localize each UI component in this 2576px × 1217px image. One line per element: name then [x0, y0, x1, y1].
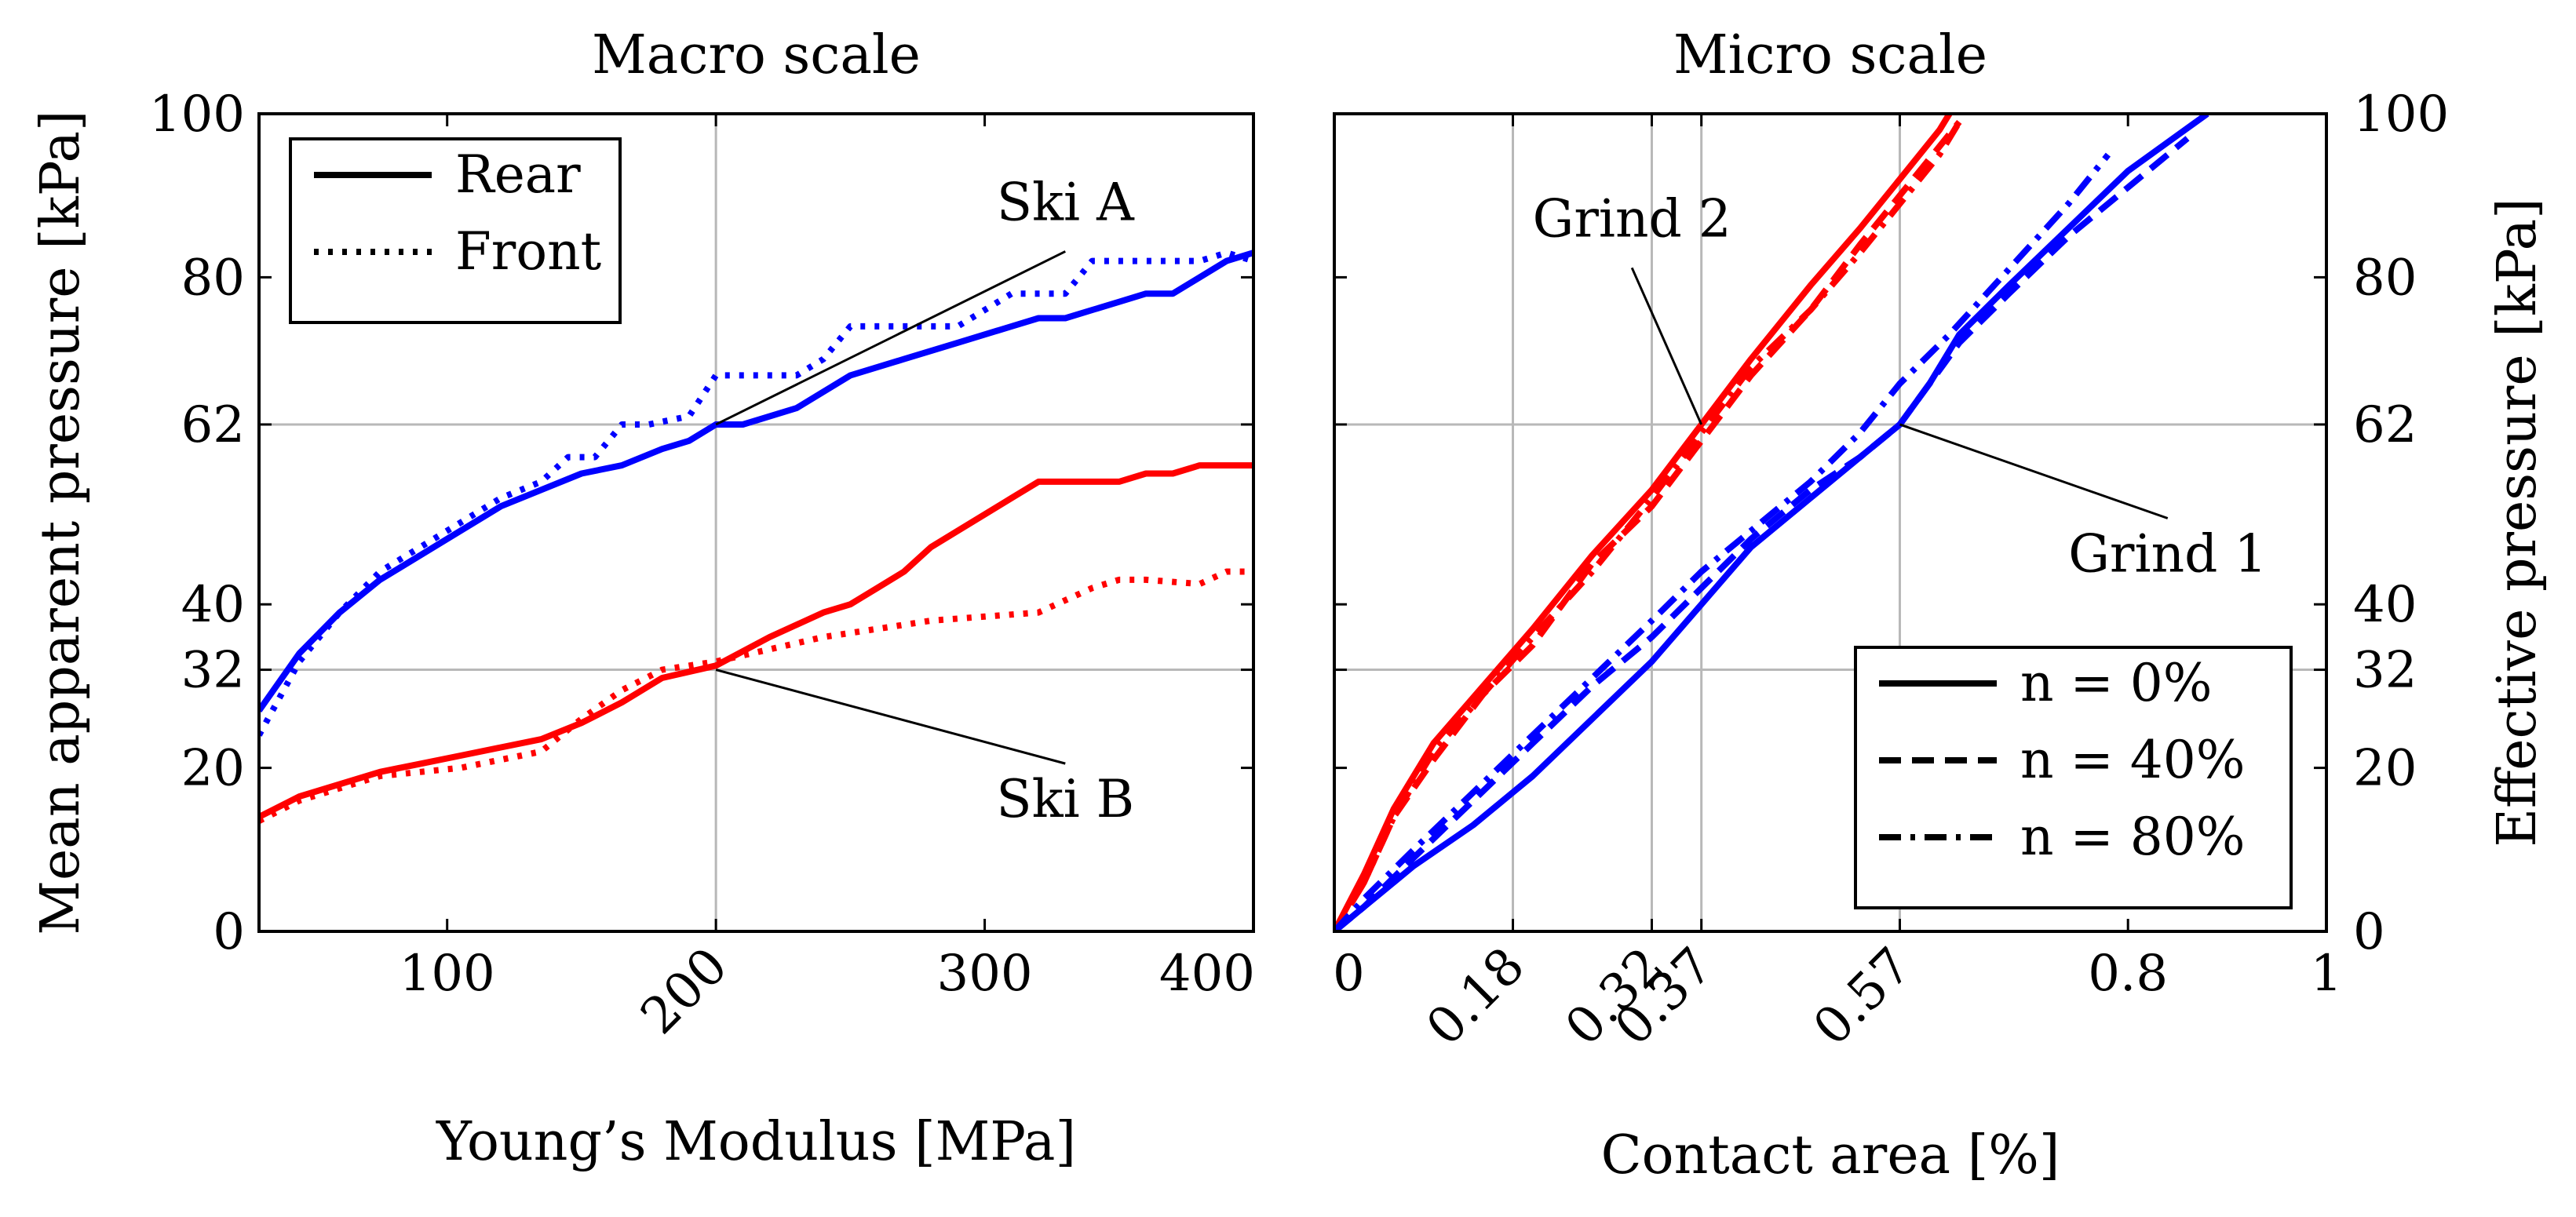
panel2-ytick-label-2: 32	[2353, 642, 2417, 700]
panel1-annotation-1: Ski B	[996, 769, 1134, 829]
panel1-legend-label-1: Front	[455, 221, 601, 282]
panel1-legend-label-0: Rear	[455, 144, 581, 205]
panel1-xtick-label-3: 400	[1159, 945, 1255, 1003]
panel2-xlabel: Contact area [%]	[1601, 1124, 2060, 1186]
panel1-legend-box	[289, 137, 622, 324]
panel1-ylabel: Mean apparent pressure [kPa]	[30, 110, 92, 935]
panel1-annotation-leader-1	[715, 669, 1066, 765]
panel1-ytick-label-6: 100	[149, 86, 245, 144]
panel1-xlabel: Young’s Modulus [MPa]	[436, 1111, 1076, 1173]
panel1-xtick-label-0: 100	[400, 945, 495, 1003]
panel2-frame	[1333, 112, 2328, 933]
panel1-ytick-label-5: 80	[181, 249, 245, 307]
panel1-xtick-label-2: 300	[936, 945, 1032, 1003]
panel2-xtick-label-0: 0	[1333, 945, 1365, 1003]
panel2-annotation-leader-1	[1899, 423, 2169, 519]
panel1-xtick-label-1: 200	[630, 937, 739, 1046]
panel1-ytick-label-4: 62	[181, 396, 245, 454]
panel1-frame	[257, 112, 1255, 933]
panel1-annotation-leader-0	[715, 250, 1066, 426]
panel1-title: Macro scale	[592, 24, 921, 86]
panel2-annotation-leader-0	[1630, 267, 1703, 425]
panel2-legend-label-0: n = 0%	[2020, 653, 2212, 713]
panel1-annotation-0: Ski A	[997, 172, 1135, 232]
panel2-annotation-1: Grind 1	[2068, 524, 2267, 585]
panel1-ytick-label-0: 0	[213, 903, 245, 961]
panel2-ytick-label-3: 40	[2353, 576, 2417, 634]
panel1-ytick-label-3: 40	[181, 576, 245, 634]
panel2-series-5	[1334, 152, 2111, 931]
panel1-series-2	[259, 462, 1253, 820]
panel2-xtick-label-5: 0.8	[2088, 945, 2168, 1003]
panel1-series-1	[259, 250, 1253, 737]
panel2-xtick-label-1: 0.18	[1416, 937, 1536, 1057]
panel1-ytick-label-1: 20	[181, 740, 245, 798]
panel2-ytick-label-0: 0	[2353, 903, 2385, 961]
panel2-series-2	[1334, 120, 1962, 931]
panel2-series-3	[1334, 114, 2209, 931]
panel2-xtick-label-4: 0.57	[1803, 937, 1923, 1057]
panel2-annotation-0: Grind 2	[1533, 188, 1731, 249]
panel2-ytick-label-1: 20	[2353, 740, 2417, 798]
panel2-ylabel: Effective pressure [kPa]	[2487, 198, 2549, 847]
panel1-series-0	[259, 250, 1253, 713]
panel2-xtick-label-6: 1	[2311, 945, 2343, 1003]
panel2-legend-box	[1854, 646, 2293, 909]
panel2-ytick-label-4: 62	[2353, 396, 2417, 454]
panel2-legend-label-2: n = 80%	[2020, 807, 2245, 867]
panel2-ytick-label-5: 80	[2353, 249, 2417, 307]
panel1-ytick-label-2: 32	[181, 642, 245, 700]
panel2-title: Micro scale	[1673, 24, 1987, 86]
panel2-series-0	[1334, 114, 1953, 931]
panel2-series-4	[1334, 136, 2190, 931]
panel2-ytick-label-6: 100	[2353, 86, 2449, 144]
panel2-legend-label-1: n = 40%	[2020, 730, 2245, 790]
